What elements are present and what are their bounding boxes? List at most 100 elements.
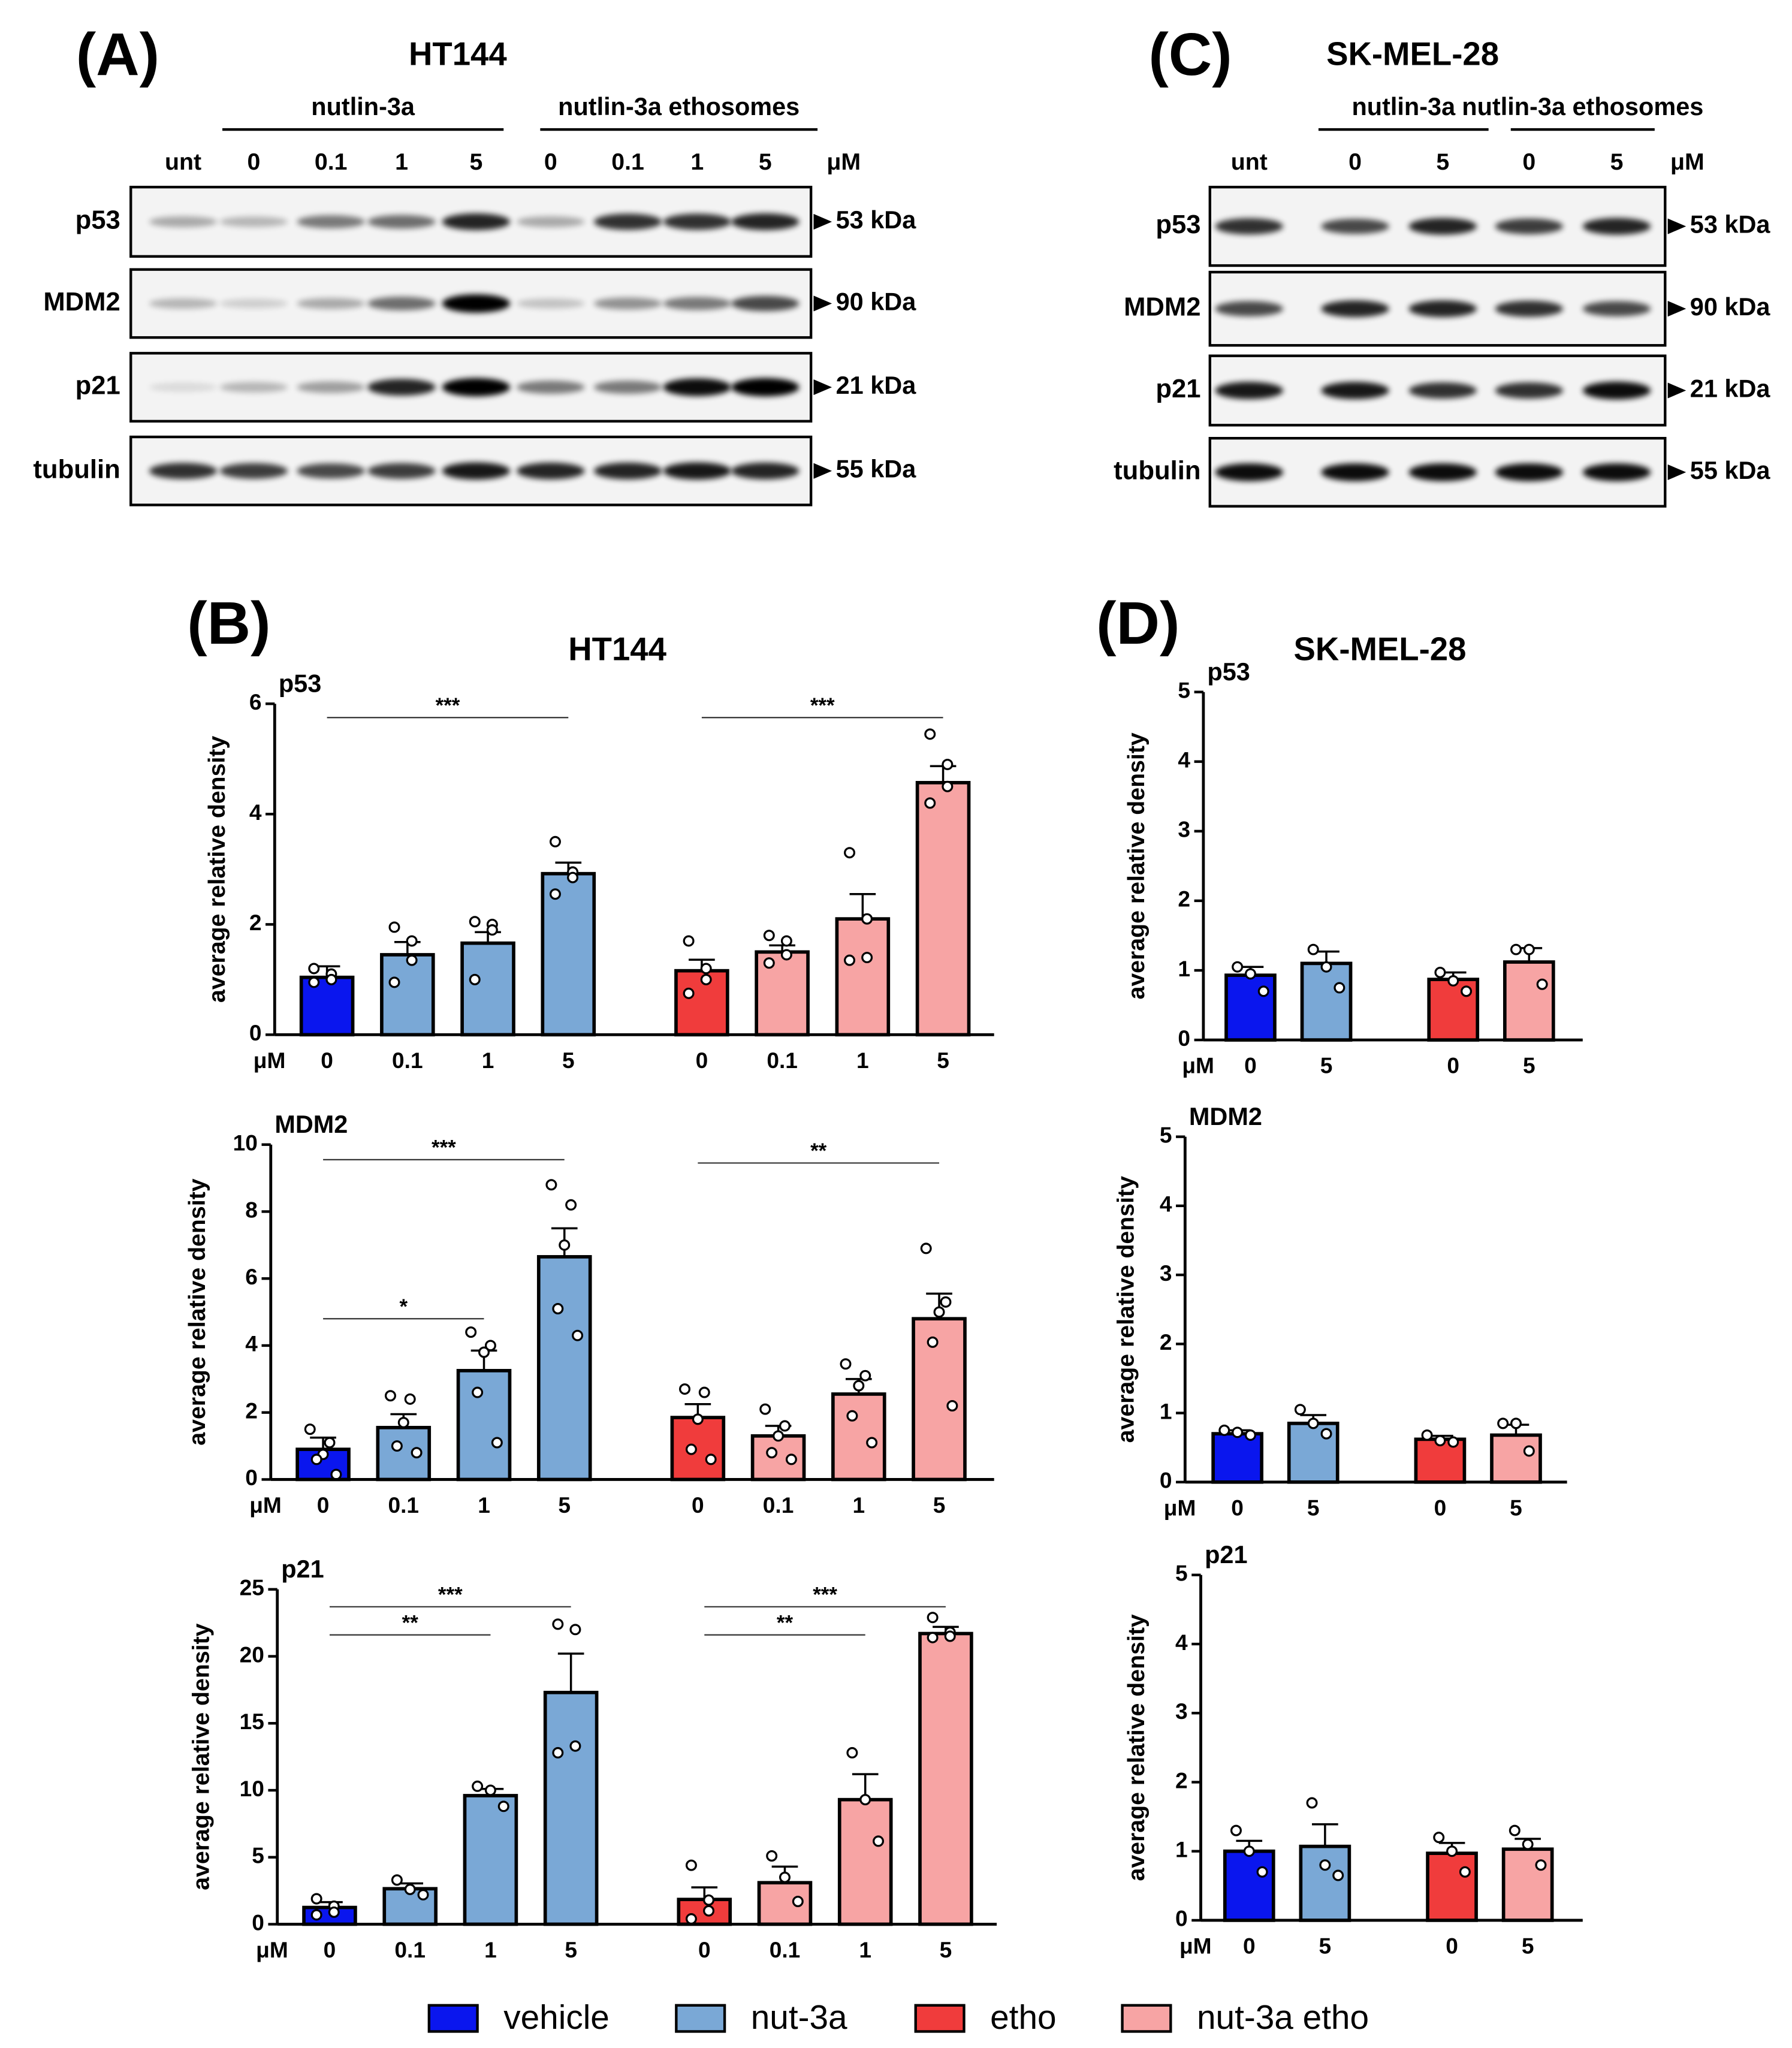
band <box>1582 301 1651 316</box>
band <box>1408 218 1477 235</box>
bar <box>460 941 515 1037</box>
chart-title: MDM2 <box>274 1110 348 1138</box>
data-point <box>927 1612 939 1624</box>
bar <box>543 1691 599 1926</box>
y-tick-label: 20 <box>240 1642 264 1667</box>
data-point <box>1232 961 1244 973</box>
unit-label: μM <box>826 149 861 175</box>
y-tick-label: 15 <box>240 1709 264 1734</box>
data-point <box>1433 1832 1445 1844</box>
chart-title: p21 <box>281 1555 324 1583</box>
data-point <box>497 1800 509 1812</box>
data-point <box>779 1871 791 1883</box>
band <box>1582 381 1651 400</box>
legend-label: nut-3a <box>751 1999 847 2037</box>
marker-arrow <box>813 463 832 479</box>
data-point <box>866 1437 878 1449</box>
size-marker: 55 kDa <box>1690 456 1771 484</box>
lane-label: 5 <box>1436 149 1449 175</box>
data-point <box>549 888 561 900</box>
lane-label: 5 <box>470 149 483 175</box>
data-point <box>679 1383 691 1395</box>
x-tick-label: 0.1 <box>767 1048 798 1073</box>
data-point <box>1509 1824 1521 1836</box>
lane-label: 0 <box>247 149 260 175</box>
data-point <box>308 976 320 988</box>
band <box>663 462 732 480</box>
band <box>593 462 662 479</box>
band <box>149 382 218 392</box>
band <box>297 298 365 309</box>
band <box>297 381 365 393</box>
protein-label: MDM2 <box>1124 292 1200 322</box>
band <box>1215 301 1284 316</box>
data-point <box>545 1179 557 1191</box>
x-unit-label: μM <box>1179 1934 1212 1959</box>
x-tick-label: 0.1 <box>394 1937 426 1962</box>
data-point <box>779 1420 791 1432</box>
y-tick-label: 4 <box>249 800 262 825</box>
data-point <box>942 758 954 770</box>
y-tick-label: 5 <box>1160 1122 1172 1147</box>
marker-arrow <box>813 295 832 312</box>
x-tick-label: 0 <box>1244 1053 1257 1078</box>
data-point <box>469 973 481 985</box>
data-point <box>1307 1417 1319 1429</box>
x-tick-label: 0 <box>1447 1053 1459 1078</box>
band <box>1215 463 1284 481</box>
data-point <box>1230 1824 1242 1836</box>
data-point <box>700 973 712 985</box>
protein-label: p53 <box>1156 210 1200 239</box>
protein-label: p53 <box>76 206 120 235</box>
x-tick-label: 1 <box>478 1492 490 1518</box>
data-point <box>549 836 561 847</box>
data-point <box>685 1913 697 1925</box>
data-point <box>572 1329 584 1341</box>
lane-label: 0 <box>544 149 557 175</box>
data-point <box>683 935 695 947</box>
band <box>663 378 732 396</box>
data-point <box>792 1895 804 1907</box>
data-point <box>780 949 792 961</box>
band <box>219 298 288 309</box>
data-point <box>478 1346 490 1358</box>
x-tick-label: 0 <box>1446 1934 1458 1959</box>
data-point <box>859 1794 871 1806</box>
band <box>663 213 732 230</box>
band <box>149 298 218 309</box>
x-tick-label: 0 <box>321 1048 333 1073</box>
data-point <box>844 847 856 859</box>
band <box>1215 382 1284 399</box>
band <box>219 382 288 393</box>
data-point <box>924 728 936 740</box>
data-point <box>552 1618 564 1630</box>
legend-swatch <box>914 2004 966 2033</box>
protein-label: tubulin <box>33 454 120 484</box>
band <box>1582 218 1651 235</box>
data-point <box>1218 1424 1230 1436</box>
y-tick-label: 0 <box>252 1910 264 1935</box>
data-point <box>310 1453 322 1465</box>
data-point <box>946 1400 958 1412</box>
x-tick-label: 0 <box>696 1048 708 1073</box>
x-tick-label: 0.1 <box>388 1492 420 1518</box>
data-point <box>846 1747 858 1759</box>
lane-label: 5 <box>759 149 772 175</box>
bar <box>1501 1847 1554 1922</box>
significance-label: *** <box>432 1136 456 1160</box>
data-point <box>1536 978 1548 990</box>
data-point <box>703 1894 715 1906</box>
data-point <box>417 1889 429 1901</box>
treatment-label: nutlin-3a <box>1351 92 1456 120</box>
data-point <box>465 1326 477 1338</box>
data-point <box>840 1358 852 1370</box>
significance-label: ** <box>810 1139 827 1163</box>
bar <box>541 871 596 1037</box>
band <box>367 379 436 396</box>
data-point <box>330 1468 342 1480</box>
data-point <box>685 1859 697 1871</box>
data-point <box>853 1380 865 1392</box>
y-tick-label: 3 <box>1178 817 1190 842</box>
significance-label: * <box>399 1295 408 1319</box>
